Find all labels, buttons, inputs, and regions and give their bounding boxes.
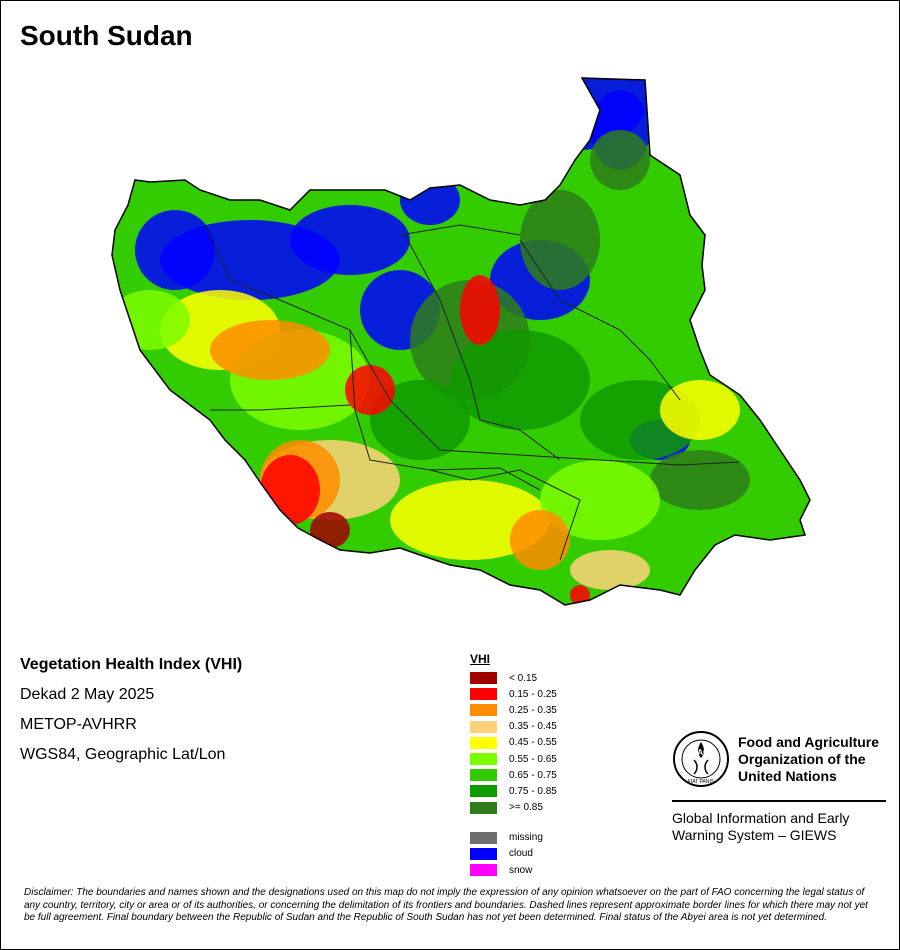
vhi-patch [570, 550, 650, 590]
org-line-3: United Nations [738, 767, 837, 784]
org-line-1: Food and Agriculture [738, 733, 880, 750]
dekad-label: Dekad 2 May 2025 [20, 686, 155, 703]
classes-label: < 0.15 [509, 672, 538, 684]
vhi-patch [660, 380, 740, 440]
special-swatch [470, 864, 497, 877]
vhi-patch [370, 380, 470, 460]
vhi-patch [290, 205, 410, 275]
special-row: cloud [470, 846, 557, 862]
classes-label: 0.75 - 0.85 [509, 785, 557, 797]
classes-row: < 0.15 [470, 670, 557, 686]
classes-swatch [470, 672, 497, 685]
special-swatch [470, 831, 497, 844]
divider [672, 800, 886, 802]
classes-label: 0.35 - 0.45 [509, 721, 557, 733]
fao-logo-ring-text: FIAT PANIS [688, 779, 715, 785]
classes-swatch [470, 801, 497, 814]
classes-row: 0.55 - 0.65 [470, 751, 557, 767]
vhi-patch [260, 455, 320, 525]
vhi-patch [510, 510, 570, 570]
vhi-patch [135, 210, 215, 290]
special-swatch [470, 847, 497, 860]
classes-label: 0.15 - 0.25 [509, 688, 557, 700]
vhi-patch [650, 450, 750, 510]
special-label: missing [509, 832, 543, 844]
fao-block: FAO FIAT PANIS Food and Agriculture Orga… [672, 730, 892, 844]
special-row: snow [470, 862, 557, 878]
special-row: missing [470, 830, 557, 846]
special-label: snow [509, 864, 533, 876]
special-label: cloud [509, 848, 533, 860]
vhi-map [111, 77, 811, 606]
classes-row: >= 0.85 [470, 800, 557, 816]
vhi-patch [460, 275, 500, 345]
vhi-patch [210, 320, 330, 380]
classes-label: 0.25 - 0.35 [509, 704, 557, 716]
classes-swatch [470, 785, 497, 798]
classes-swatch [470, 704, 497, 717]
vhi-patch [570, 585, 590, 605]
classes-swatch [470, 753, 497, 766]
vhi-patch [540, 460, 660, 540]
classes-row: 0.65 - 0.75 [470, 767, 557, 783]
classes-row: 0.45 - 0.55 [470, 735, 557, 751]
classes-swatch [470, 736, 497, 749]
classes-label: 0.65 - 0.75 [509, 769, 557, 781]
classes-row: 0.25 - 0.35 [470, 702, 557, 718]
classes-swatch [470, 688, 497, 701]
classes-row: 0.75 - 0.85 [470, 783, 557, 799]
vhi-patch [450, 330, 590, 430]
vhi-patch [590, 130, 650, 190]
vhi-patch [310, 512, 350, 548]
index-name: Vegetation Health Index (VHI) [20, 656, 243, 673]
legend: VHI < 0.15 0.15 - 0.25 0.25 - 0.35 0.35 - 0… [470, 652, 557, 878]
vhi-patch [112, 290, 190, 350]
disclaimer: Disclaimer: The boundaries and names sho… [24, 887, 868, 924]
map-title: South Sudan [20, 20, 193, 51]
fao-logo-icon: FAO FIAT PANIS [673, 731, 729, 787]
org-line-2: Organization of the [738, 750, 866, 767]
sensor-label: METOP-AVHRR [20, 716, 137, 733]
classes-swatch [470, 720, 497, 733]
vhi-patch [345, 365, 395, 415]
vhi-patch [520, 190, 600, 290]
classes-label: 0.55 - 0.65 [509, 753, 557, 765]
fao-logo-text: FAO [693, 748, 709, 757]
map-metadata: Vegetation Health Index (VHI) Dekad 2 Ma… [20, 656, 242, 776]
classes-row: 0.15 - 0.25 [470, 686, 557, 702]
giews-name: Global Information and Early Warning Sys… [672, 810, 892, 844]
classes-label: >= 0.85 [509, 802, 543, 814]
legend-title: VHI [470, 652, 491, 666]
projection-label: WGS84, Geographic Lat/Lon [20, 746, 226, 763]
giews-line-2: Warning System – GIEWS [672, 827, 837, 843]
classes-row: 0.35 - 0.45 [470, 719, 557, 735]
classes-swatch [470, 769, 497, 782]
classes-label: 0.45 - 0.55 [509, 737, 557, 749]
giews-line-1: Global Information and Early [672, 810, 850, 826]
organization-name: Food and Agriculture Organization of the… [738, 734, 879, 785]
